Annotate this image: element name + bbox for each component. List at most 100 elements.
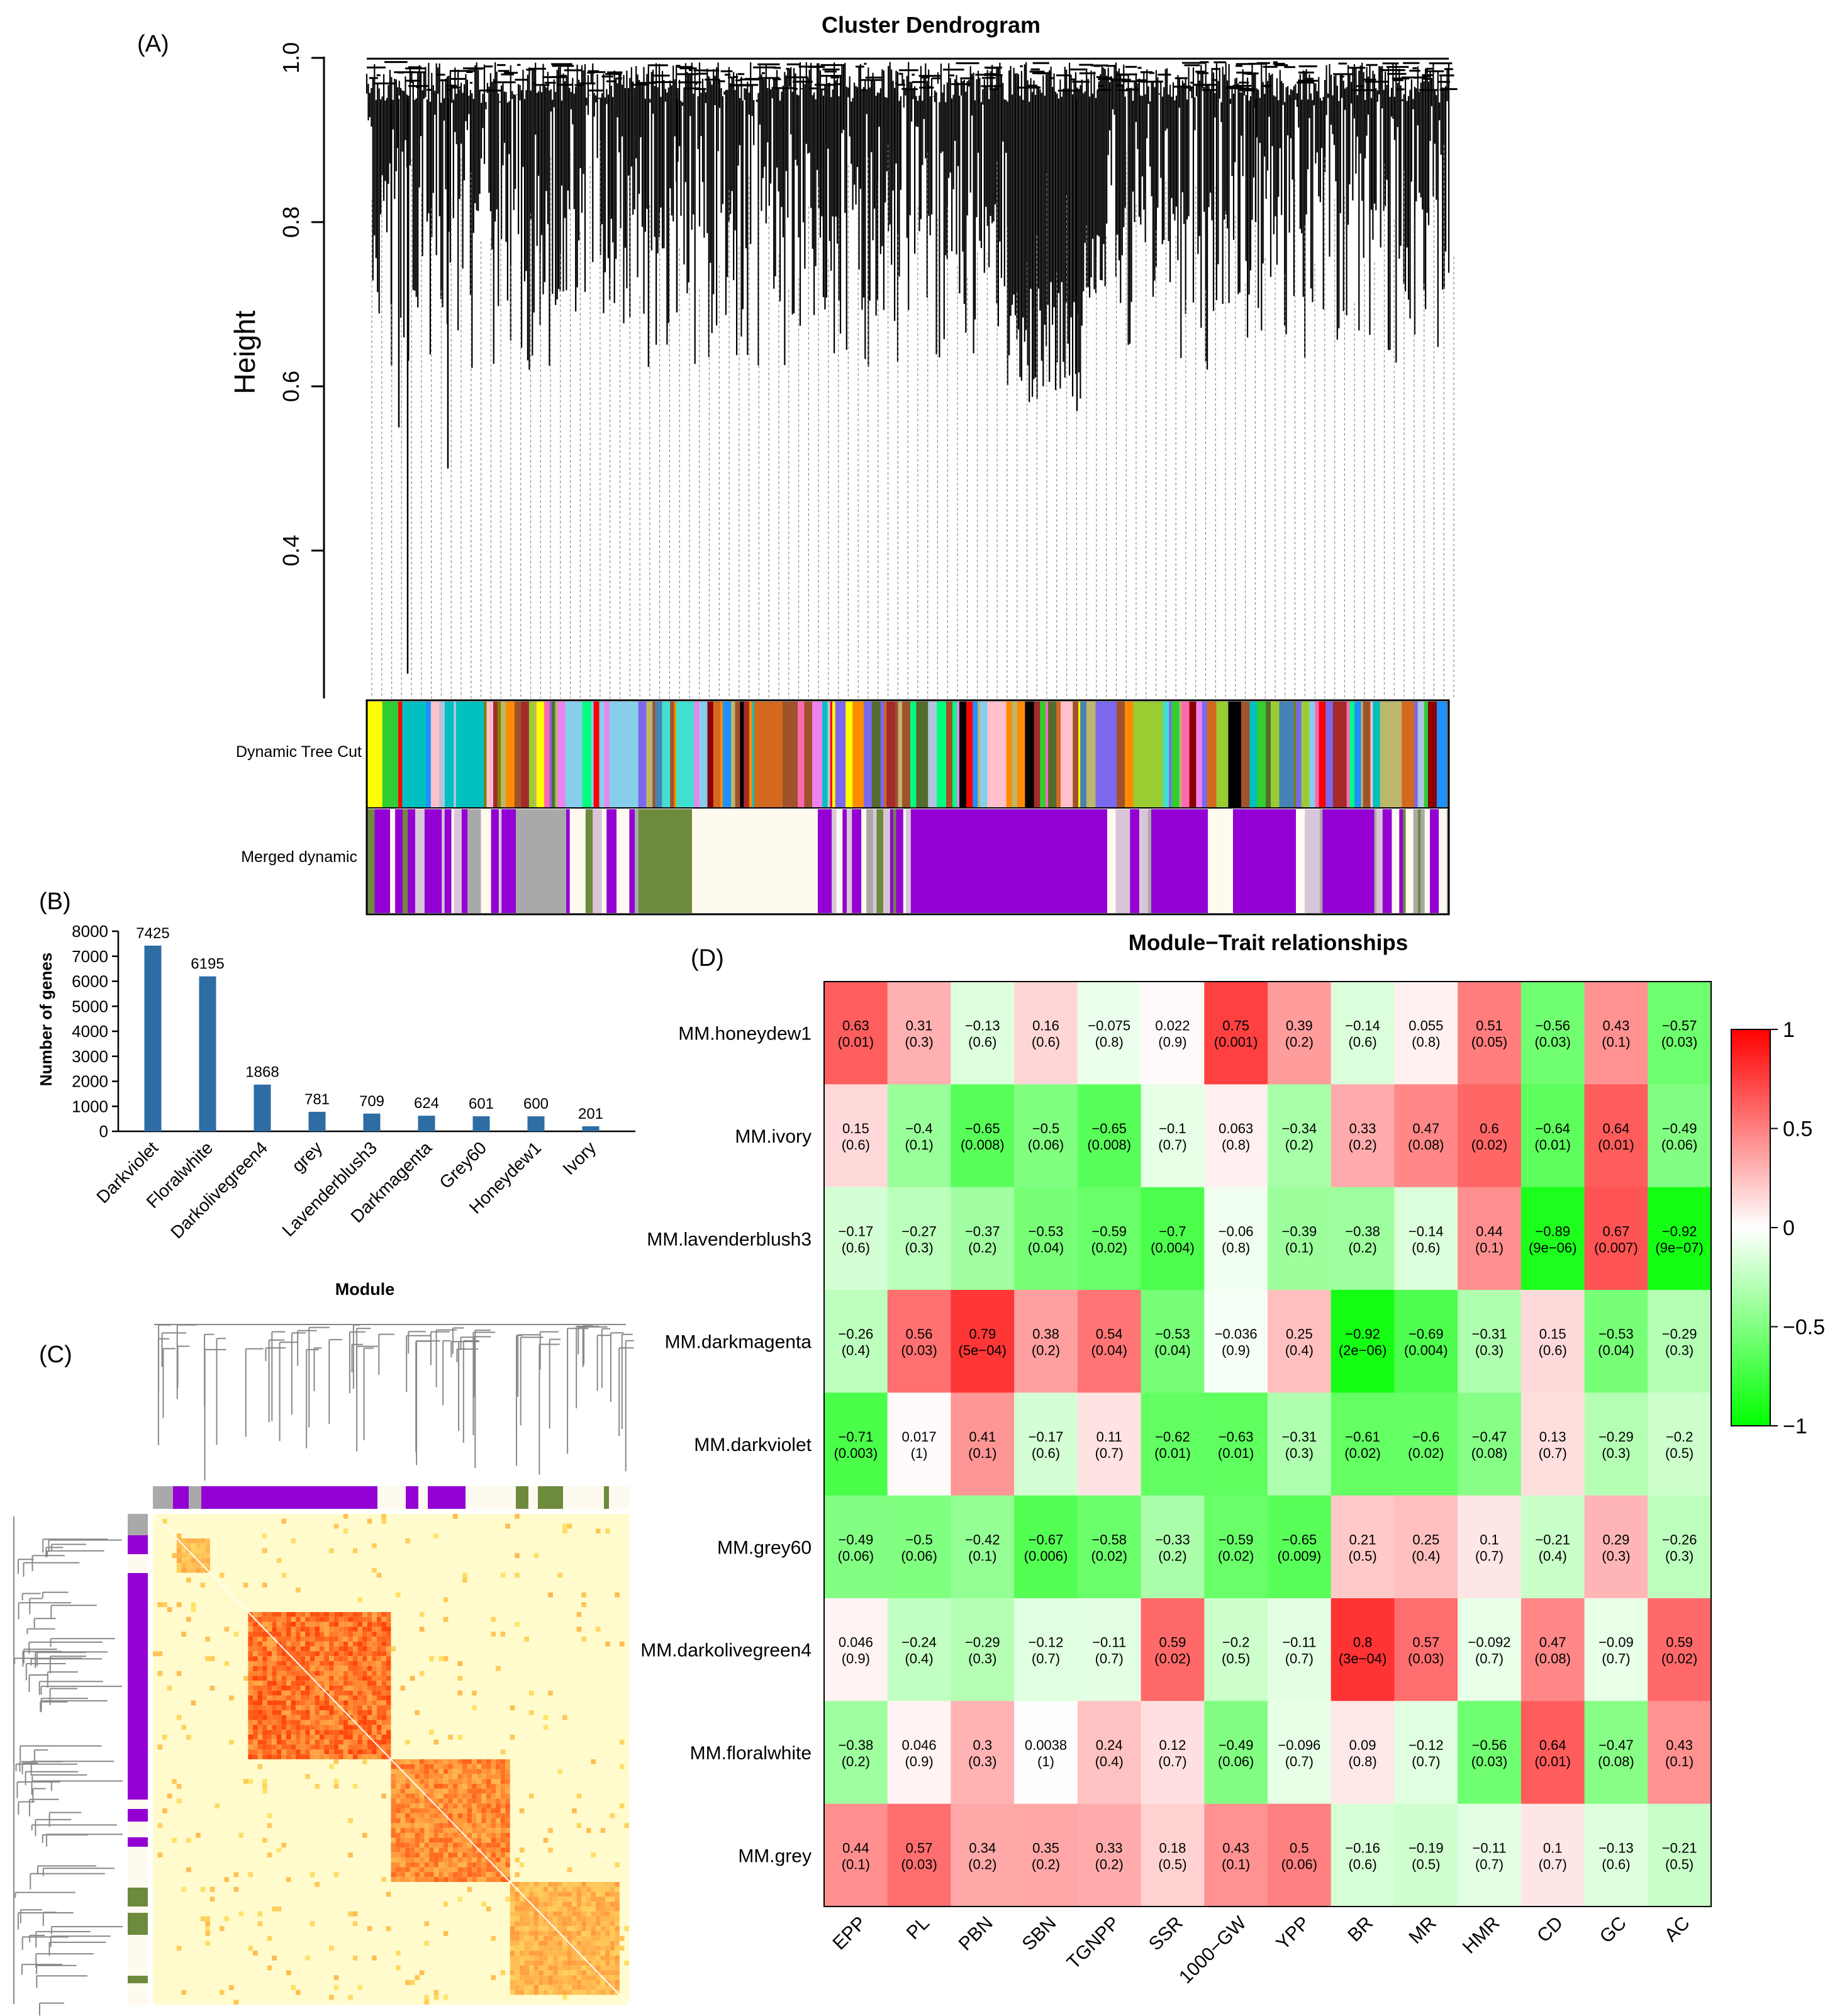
tom-cell (510, 1956, 515, 1961)
tom-cell (505, 1862, 510, 1868)
heatmap-cell-value: 0.75 (1222, 1018, 1249, 1034)
tom-cell (615, 1911, 620, 1917)
tom-cell (396, 1788, 401, 1794)
tom-cell (157, 1823, 163, 1828)
tom-cell (600, 1980, 606, 1985)
tom-cell (253, 1646, 258, 1652)
tom-cell (224, 1877, 230, 1882)
tom-cell (476, 1803, 482, 1808)
heatmap-cell-pvalue: (0.3) (1602, 1548, 1630, 1564)
tom-cell (262, 1725, 267, 1730)
tom-cell (500, 1842, 506, 1848)
tom-cell (357, 1735, 363, 1740)
tom-cell (610, 1975, 615, 1980)
tom-cell (315, 1637, 320, 1642)
tom-cell (286, 1641, 291, 1647)
tom-cell (581, 1891, 586, 1897)
tom-cell (352, 1671, 358, 1676)
tom-cell (443, 1837, 449, 1843)
tom-cell (448, 1735, 453, 1740)
heatmap-cell (1584, 1598, 1648, 1701)
tom-cell (300, 1690, 306, 1696)
tom-cell (457, 1798, 463, 1804)
heatmap-cell-pvalue: (0.06) (1661, 1137, 1697, 1153)
tom-cell (552, 1916, 558, 1922)
tom-cell (286, 1739, 291, 1745)
tom-cell (596, 1985, 601, 1990)
tom-cell (319, 1710, 325, 1715)
heatmap-cell-value: 0.055 (1409, 1018, 1443, 1034)
band-segment (601, 809, 607, 913)
tom-cell (319, 1646, 325, 1652)
tom-cell (433, 1828, 439, 1833)
tom-cell (338, 1730, 343, 1735)
tom-cell (400, 1833, 406, 1838)
tom-cell (433, 1808, 439, 1813)
tom-cell (348, 1661, 353, 1666)
tom-cell (376, 1612, 382, 1617)
tom-cell (515, 1931, 520, 1936)
tom-cell (315, 1695, 320, 1701)
tom-cell (205, 1656, 210, 1661)
tom-cell (576, 1980, 582, 1985)
tom-cell (352, 1695, 358, 1701)
tom-cell (467, 1867, 472, 1873)
tom-cell (515, 1960, 520, 1966)
tom-cell (410, 1788, 415, 1794)
tom-cell (381, 1637, 386, 1642)
tom-cell (548, 1940, 553, 1946)
tom-cell (452, 1857, 458, 1862)
band-segment (424, 809, 432, 913)
tom-cell (176, 1798, 182, 1804)
tom-cell (496, 1808, 501, 1813)
tom-cell (200, 1916, 206, 1922)
band-segment (822, 702, 828, 808)
tom-cell (357, 1627, 363, 1632)
band-segment (1271, 702, 1280, 808)
tom-cell (572, 1896, 577, 1902)
tom-cell (557, 1769, 563, 1774)
tom-cell (257, 1735, 263, 1740)
tom-cell (205, 1637, 210, 1642)
bar-y-tick-label: 7000 (72, 947, 108, 966)
tom-cell (352, 1921, 358, 1927)
tom-cell (305, 1637, 310, 1642)
tom-cell (529, 1970, 534, 1976)
heatmap-cell-pvalue: (0.02) (1408, 1445, 1444, 1461)
tom-cell (462, 1759, 467, 1764)
tom-cell (538, 1886, 544, 1892)
tom-cell (267, 1661, 272, 1666)
tom-cell (386, 1891, 391, 1897)
tom-cell (419, 1877, 425, 1882)
heatmap-cell (1331, 1187, 1395, 1291)
tom-cell (305, 1656, 310, 1661)
tom-cell (562, 1995, 567, 2000)
tom-cell (310, 1681, 315, 1686)
band-segment (855, 702, 864, 808)
tom-cell (410, 1867, 415, 1873)
heatmap-row-label: MM.darkviolet (694, 1435, 812, 1455)
heatmap-cell-pvalue: (0.8) (1412, 1034, 1440, 1050)
heatmap-cell-pvalue: (0.02) (1471, 1137, 1507, 1153)
tom-cell (515, 1553, 520, 1559)
dendrogram-title: Cluster Dendrogram (822, 12, 1041, 38)
tom-cell (253, 1739, 258, 1745)
tom-cell (362, 1666, 367, 1671)
heatmap-cell-value: 0.57 (906, 1840, 933, 1856)
band-segment (1436, 702, 1447, 808)
tom-cell (548, 1935, 553, 1941)
tom-cell (576, 1891, 582, 1897)
bar-y-tick-label: 8000 (72, 922, 108, 941)
tom-cell (381, 1641, 386, 1647)
tom-cell (376, 1735, 382, 1740)
tom-cell (381, 1666, 386, 1671)
band-segment (812, 702, 823, 808)
tom-cell (424, 1764, 430, 1769)
tom-cell (538, 1965, 544, 1971)
tom-cell (548, 1980, 553, 1985)
tom-cell (452, 1784, 458, 1789)
tom-cell (319, 1666, 325, 1671)
tom-cell (500, 1877, 506, 1882)
tom-cell (272, 1616, 277, 1622)
tom-cell (500, 1833, 506, 1838)
